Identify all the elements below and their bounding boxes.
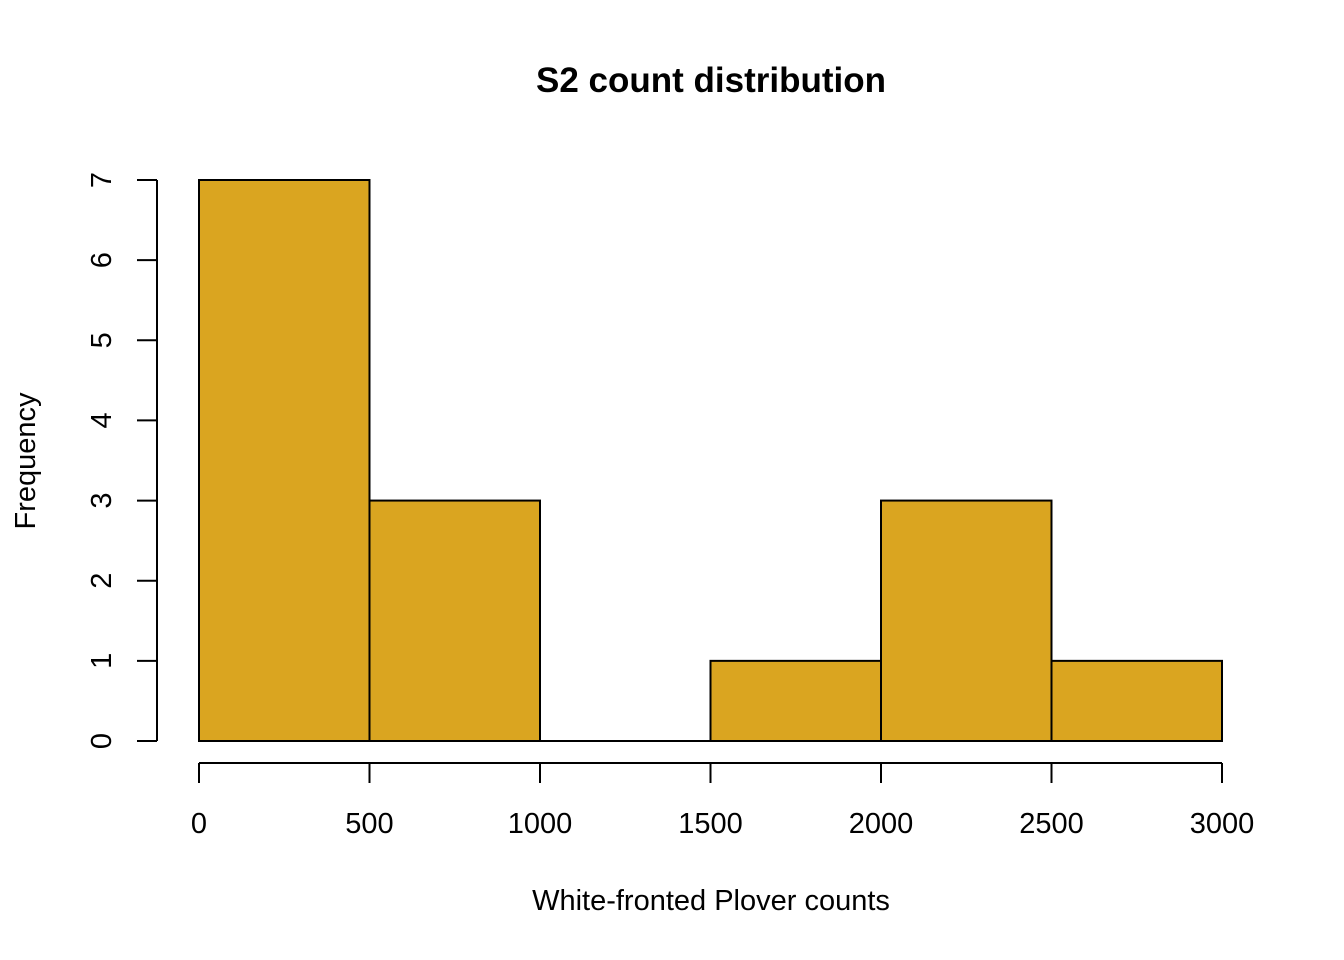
bars-group [198, 179, 1223, 743]
x-tick-label-500: 500 [345, 808, 393, 840]
y-axis-title: Frequency [10, 392, 42, 530]
x-tick-label-1000: 1000 [508, 808, 573, 840]
chart-title: S2 count distribution [536, 61, 886, 100]
x-tick-label-2000: 2000 [849, 808, 914, 840]
x-axis: 0 500 1000 1500 2000 2500 3000 [191, 762, 1255, 840]
x-tick-label-1500: 1500 [678, 808, 743, 840]
histogram-bar-500-1000 [368, 499, 541, 743]
histogram-bar-1500-2000 [709, 659, 882, 742]
y-tick-label-7: 7 [86, 172, 118, 188]
x-axis-title: White-fronted Plover counts [532, 885, 890, 917]
y-tick-label-1: 1 [86, 653, 118, 669]
x-tick-label-0: 0 [191, 808, 207, 840]
y-tick-label-0: 0 [86, 733, 118, 749]
x-tick-label-2500: 2500 [1019, 808, 1084, 840]
y-tick-label-2: 2 [86, 573, 118, 589]
y-tick-label-6: 6 [86, 252, 118, 268]
y-axis: 0 1 2 3 4 5 6 7 [86, 172, 158, 749]
y-tick-label-4: 4 [86, 412, 118, 428]
histogram-bar-2000-2500 [880, 499, 1053, 743]
y-tick-label-3: 3 [86, 493, 118, 509]
y-tick-label-5: 5 [86, 332, 118, 348]
histogram-bar-2500-3000 [1050, 659, 1223, 742]
x-tick-label-3000: 3000 [1190, 808, 1255, 840]
histogram-bar-0-500 [198, 179, 371, 742]
